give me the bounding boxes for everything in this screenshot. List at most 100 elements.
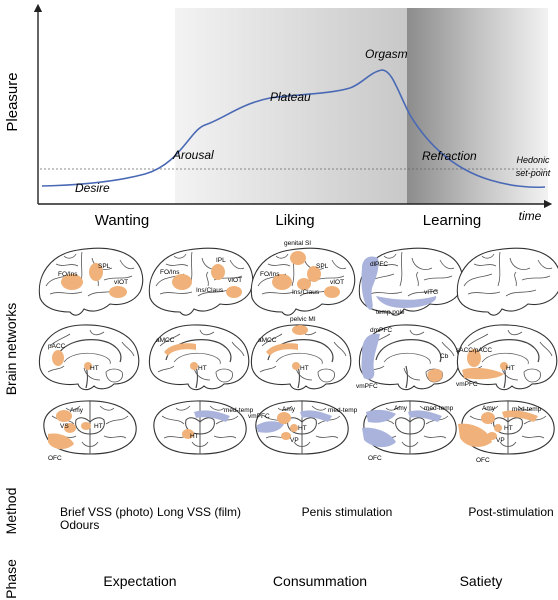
blob-sacc-pacc bbox=[467, 349, 481, 367]
phase-satiety: Satiety bbox=[460, 573, 503, 589]
blob-foins bbox=[272, 274, 292, 290]
label-ht: HT bbox=[506, 365, 515, 372]
blob-ht bbox=[182, 429, 194, 439]
phase-consummation: Consummation bbox=[273, 573, 367, 589]
orgasm-label: Orgasm bbox=[365, 47, 408, 61]
label-amy: Amy bbox=[394, 405, 408, 412]
label-insclaus: Ins/Claus bbox=[196, 287, 224, 294]
blob-insclaus bbox=[297, 278, 311, 290]
arousal-label: Arousal bbox=[172, 148, 214, 162]
blob-foins bbox=[61, 274, 83, 290]
label-amcc: aMCC bbox=[258, 337, 277, 344]
hedonic-label-2: set-point bbox=[516, 168, 551, 178]
label-vmpfc: vmPFC bbox=[356, 383, 378, 390]
method-long-vss: Long VSS (film) bbox=[157, 505, 241, 519]
x-axis-label: time bbox=[519, 209, 542, 223]
blob-med-temp bbox=[502, 410, 538, 422]
phase-expectation: Expectation bbox=[103, 573, 176, 589]
label-genital-si: genital SI bbox=[284, 240, 311, 247]
brain-lateral-c1: FO/Ins SPL vIOT bbox=[38, 247, 144, 316]
blob-amy bbox=[366, 409, 396, 423]
label-ofc: OFC bbox=[476, 457, 490, 464]
blob-ht bbox=[500, 362, 508, 370]
blob-med-temp bbox=[300, 410, 332, 422]
label-ht: HT bbox=[198, 365, 207, 372]
method-odours: Odours bbox=[60, 518, 99, 532]
brain-ventral-c1: Amy VS HT OFC bbox=[43, 400, 137, 462]
label-vs: VS bbox=[60, 423, 69, 430]
blob-viot bbox=[324, 286, 340, 298]
brain-lateral-c3: genital SI SPL FO/Ins vIOT Ins/Claus bbox=[250, 240, 356, 316]
stage-liking: Liking bbox=[275, 212, 314, 229]
blob-genital-si bbox=[290, 251, 306, 265]
brain-ventral-c5: Amy med-temp HT VP OFC bbox=[458, 400, 555, 464]
label-foins: FO/Ins bbox=[160, 269, 180, 276]
label-dlpfc: dlPFC bbox=[370, 261, 388, 268]
label-ofc: OFC bbox=[48, 455, 62, 462]
label-amcc: aMCC bbox=[156, 337, 175, 344]
blob-dmpfc-vmpfc bbox=[361, 333, 380, 380]
label-ipl: IPL bbox=[216, 257, 226, 264]
label-viot: vIOT bbox=[114, 279, 128, 286]
liking-shade bbox=[175, 8, 407, 204]
row-label-phase: Phase bbox=[3, 559, 19, 599]
blob-vmpfc bbox=[256, 421, 284, 433]
label-amy: Amy bbox=[70, 407, 84, 414]
label-med-temp: med-temp bbox=[424, 405, 454, 412]
label-ht: HT bbox=[298, 425, 307, 432]
learning-shade bbox=[407, 8, 548, 204]
brain-lateral-c5 bbox=[456, 247, 558, 316]
hedonic-label-1: Hedonic bbox=[516, 155, 550, 165]
brain-lateral-c4: dlPFC vITG temp pole bbox=[358, 247, 464, 316]
label-amy: Amy bbox=[282, 406, 296, 413]
method-penis-stimulation: Penis stimulation bbox=[302, 505, 393, 519]
brain-ventral-c4: Amy med-temp OFC bbox=[362, 400, 457, 462]
label-med-temp: med-temp bbox=[328, 407, 358, 414]
brain-ventral-c3: vmPFC Amy med-temp HT VP bbox=[248, 400, 358, 455]
row-label-method: Method bbox=[3, 488, 19, 535]
brain-lateral-c2: FO/Ins IPL vIOT Ins/Claus bbox=[148, 247, 254, 316]
label-ht: HT bbox=[504, 425, 513, 432]
label-temp-pole: temp pole bbox=[376, 309, 405, 316]
label-vmpfc: vmPFC bbox=[456, 381, 478, 388]
blob-pelvic-mi bbox=[292, 325, 308, 335]
label-vp: VP bbox=[496, 437, 505, 444]
label-dmpfc: dmPFC bbox=[370, 327, 392, 334]
blob-vs bbox=[64, 423, 76, 433]
blob-spl bbox=[307, 266, 321, 282]
blob-spl bbox=[89, 263, 103, 281]
label-med-temp: med-temp bbox=[512, 406, 542, 413]
label-viot: vIOT bbox=[330, 279, 344, 286]
blob-viot bbox=[109, 286, 127, 298]
method-brief-vss: Brief VSS (photo) bbox=[60, 505, 153, 519]
blob-vmpfc bbox=[462, 367, 504, 380]
pleasure-curve bbox=[41, 69, 546, 189]
blob-ipl bbox=[211, 264, 225, 280]
desire-label: Desire bbox=[75, 181, 110, 195]
y-axis-label: Pleasure bbox=[4, 72, 21, 131]
blob-amcc bbox=[164, 343, 196, 356]
stage-wanting: Wanting bbox=[95, 212, 149, 229]
blob-amcc bbox=[266, 343, 298, 356]
brain-medial-c4: dmPFC Cb vmPFC bbox=[356, 324, 460, 391]
refraction-label: Refraction bbox=[422, 149, 477, 163]
brain-medial-c2: aMCC HT bbox=[148, 324, 250, 391]
brain-ventral-c2: med-temp HT bbox=[153, 400, 254, 455]
blob-ht bbox=[494, 424, 502, 432]
label-amy: Amy bbox=[482, 405, 496, 412]
label-ht: HT bbox=[190, 433, 199, 440]
blob-cb bbox=[427, 369, 443, 382]
blob-vitg bbox=[376, 296, 437, 308]
blob-foins bbox=[172, 274, 192, 290]
plateau-label: Plateau bbox=[270, 90, 311, 104]
stage-learning: Learning bbox=[423, 212, 481, 229]
blob-ofc bbox=[362, 427, 396, 448]
label-spl: SPL bbox=[316, 263, 329, 270]
label-insclaus: Ins/Claus bbox=[292, 289, 320, 296]
blob-ht bbox=[292, 362, 300, 370]
label-ht: HT bbox=[90, 365, 99, 372]
blob-ofc bbox=[48, 433, 74, 450]
blob-amy bbox=[277, 412, 291, 424]
blob-ht bbox=[81, 422, 91, 430]
